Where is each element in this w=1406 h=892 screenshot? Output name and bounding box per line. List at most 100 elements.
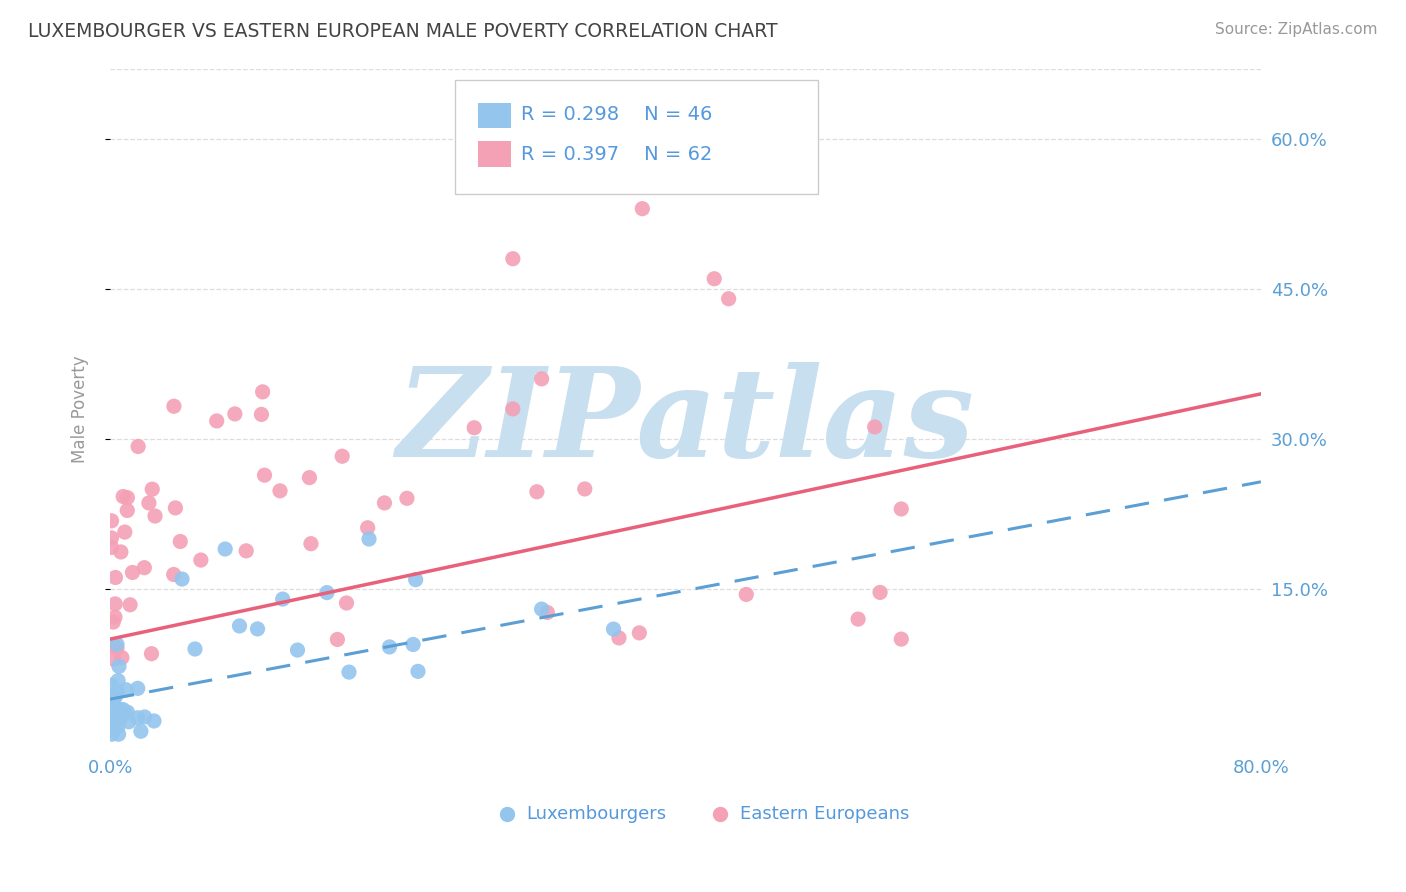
- Point: [526, 484, 548, 499]
- Point: [574, 482, 596, 496]
- Point: [104, 597, 127, 611]
- Point: [246, 622, 269, 636]
- Point: [111, 702, 134, 716]
- Point: [406, 665, 429, 679]
- Point: [103, 707, 125, 722]
- Point: [118, 714, 141, 729]
- Point: [101, 692, 124, 706]
- Text: Source: ZipAtlas.com: Source: ZipAtlas.com: [1215, 22, 1378, 37]
- Point: [326, 632, 349, 647]
- Point: [110, 545, 132, 559]
- Point: [134, 710, 156, 724]
- Point: [117, 503, 139, 517]
- Point: [330, 449, 353, 463]
- Point: [100, 678, 122, 692]
- Point: [105, 684, 128, 698]
- Point: [402, 637, 425, 651]
- Point: [100, 531, 122, 545]
- Point: [100, 717, 122, 731]
- Text: Luxembourgers: Luxembourgers: [527, 805, 666, 823]
- Y-axis label: Male Poverty: Male Poverty: [72, 355, 89, 463]
- Point: [100, 723, 122, 737]
- Point: [269, 483, 291, 498]
- FancyBboxPatch shape: [478, 103, 510, 128]
- Point: [378, 640, 401, 654]
- Point: [143, 508, 166, 523]
- Point: [100, 514, 122, 528]
- Point: [127, 440, 149, 454]
- Point: [100, 541, 122, 555]
- Point: [530, 602, 553, 616]
- Point: [108, 703, 131, 717]
- Point: [112, 490, 135, 504]
- Point: [170, 572, 193, 586]
- Point: [100, 727, 122, 741]
- Point: [595, 827, 617, 841]
- Point: [163, 399, 186, 413]
- Point: [105, 641, 128, 656]
- Point: [298, 470, 321, 484]
- Point: [357, 532, 380, 546]
- Point: [190, 553, 212, 567]
- Point: [252, 384, 274, 399]
- Point: [107, 673, 129, 688]
- Point: [104, 610, 127, 624]
- Point: [103, 652, 125, 666]
- Point: [530, 372, 553, 386]
- Point: [228, 619, 250, 633]
- Point: [129, 724, 152, 739]
- Point: [373, 496, 395, 510]
- Point: [862, 827, 884, 841]
- Point: [271, 592, 294, 607]
- Point: [101, 711, 124, 725]
- Point: [107, 719, 129, 733]
- Point: [502, 401, 524, 416]
- Point: [224, 407, 246, 421]
- FancyBboxPatch shape: [478, 141, 510, 167]
- FancyBboxPatch shape: [456, 80, 818, 194]
- Point: [357, 521, 380, 535]
- Point: [103, 639, 125, 653]
- Point: [163, 567, 186, 582]
- Point: [735, 587, 758, 601]
- Point: [107, 727, 129, 741]
- Point: [141, 647, 163, 661]
- Point: [138, 496, 160, 510]
- Point: [253, 468, 276, 483]
- Point: [890, 632, 912, 646]
- Point: [316, 585, 339, 599]
- Point: [104, 690, 127, 704]
- Point: [127, 681, 149, 696]
- Point: [108, 659, 131, 673]
- Point: [120, 598, 142, 612]
- Point: [117, 491, 139, 505]
- Point: [117, 705, 139, 719]
- Point: [165, 500, 187, 515]
- Point: [169, 534, 191, 549]
- Point: [105, 714, 128, 728]
- Point: [337, 665, 360, 679]
- Point: [602, 622, 624, 636]
- Point: [143, 714, 166, 728]
- Point: [335, 596, 357, 610]
- Point: [110, 710, 132, 724]
- Point: [121, 566, 143, 580]
- Text: R = 0.397    N = 62: R = 0.397 N = 62: [520, 145, 713, 164]
- Point: [134, 560, 156, 574]
- Point: [112, 708, 135, 723]
- Point: [235, 544, 257, 558]
- Point: [104, 570, 127, 584]
- Point: [100, 714, 122, 728]
- Point: [717, 292, 740, 306]
- Point: [127, 711, 149, 725]
- Point: [287, 643, 309, 657]
- Point: [103, 698, 125, 713]
- Point: [111, 650, 134, 665]
- Point: [214, 541, 236, 556]
- Point: [105, 637, 128, 651]
- Point: [114, 525, 136, 540]
- Point: [607, 631, 630, 645]
- Point: [405, 573, 427, 587]
- Point: [141, 482, 163, 496]
- Point: [628, 626, 651, 640]
